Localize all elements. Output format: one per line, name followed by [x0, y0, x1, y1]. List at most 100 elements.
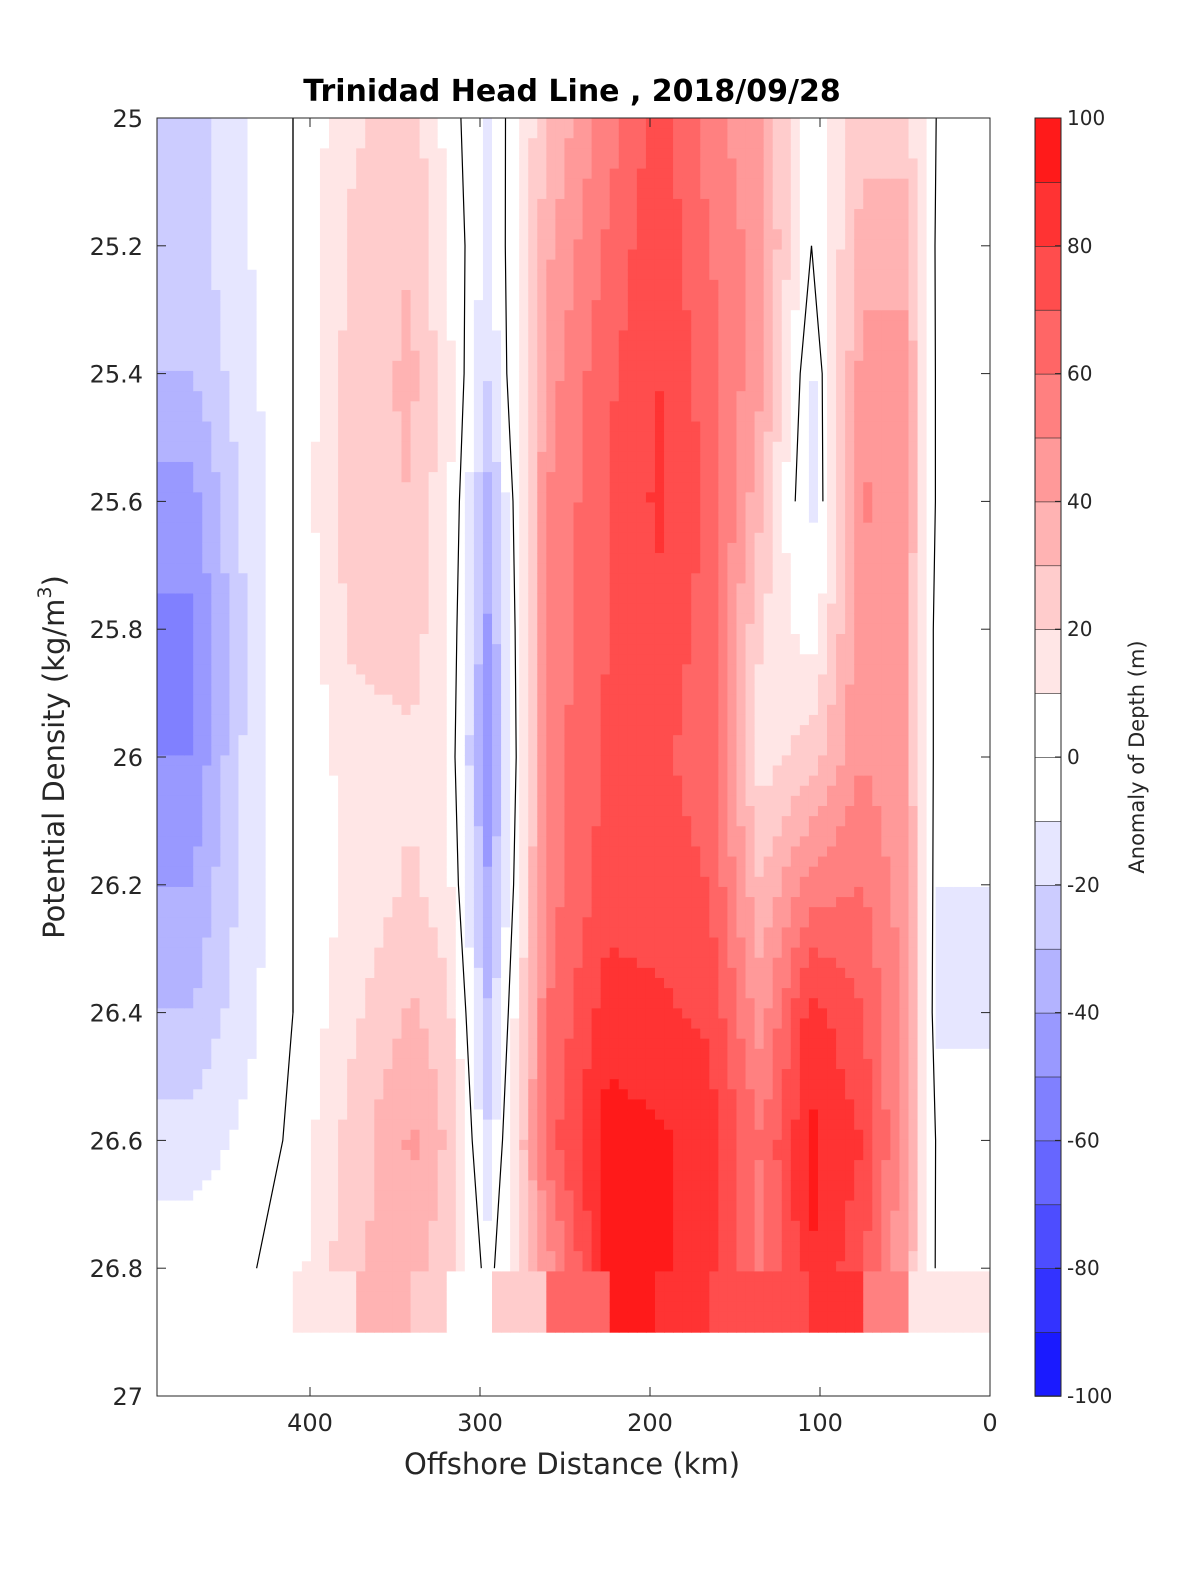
anomaly-cell [510, 451, 520, 463]
anomaly-cell [175, 998, 185, 1009]
anomaly-cell [202, 209, 212, 220]
anomaly-cell [464, 482, 475, 493]
anomaly-cell [157, 1220, 167, 1232]
anomaly-cell [184, 188, 194, 200]
anomaly-cell [220, 714, 231, 726]
anomaly-cell [338, 431, 348, 443]
anomaly-cell [437, 785, 448, 797]
anomaly-cell [283, 1170, 294, 1181]
anomaly-cell [510, 441, 520, 453]
anomaly-cell [265, 421, 276, 433]
anomaly-cell [157, 644, 167, 655]
anomaly-cell [428, 876, 439, 888]
anomaly-cell [519, 897, 529, 908]
anomaly-cell [401, 613, 412, 625]
anomaly-cell [220, 1271, 231, 1283]
anomaly-cell [365, 401, 375, 413]
anomaly-cell [419, 866, 430, 878]
anomaly-cell [365, 1281, 375, 1293]
anomaly-cell [374, 684, 384, 696]
anomaly-cell [329, 1241, 339, 1252]
anomaly-cell [319, 340, 330, 352]
anomaly-cell [211, 816, 221, 827]
anomaly-cell [383, 593, 394, 605]
anomaly-cell [501, 1190, 511, 1202]
anomaly-cell [392, 502, 403, 514]
anomaly-cell [519, 1241, 529, 1252]
anomaly-cell [501, 542, 511, 554]
anomaly-cell [392, 1251, 403, 1262]
anomaly-cell [211, 391, 221, 402]
anomaly-cell [184, 259, 194, 271]
anomaly-cell [202, 1261, 212, 1272]
anomaly-cell [428, 1251, 439, 1262]
anomaly-cell [365, 907, 375, 918]
anomaly-cell [193, 188, 203, 200]
anomaly-cell [356, 988, 366, 999]
anomaly-cell [501, 502, 511, 514]
anomaly-cell [157, 957, 167, 969]
anomaly-cell [464, 1048, 475, 1060]
anomaly-cell [184, 623, 194, 635]
anomaly-cell [329, 441, 339, 453]
anomaly-cell [446, 623, 457, 635]
anomaly-cell [419, 381, 430, 392]
anomaly-cell [247, 977, 258, 989]
anomaly-cell [247, 401, 258, 413]
anomaly-cell [166, 300, 176, 311]
anomaly-cell [356, 118, 366, 129]
anomaly-cell [265, 229, 276, 241]
anomaly-cell [274, 846, 285, 858]
anomaly-cell [292, 310, 303, 321]
anomaly-cell [310, 188, 321, 200]
anomaly-cell [383, 886, 394, 898]
anomaly-cell [247, 1220, 258, 1232]
anomaly-cell [338, 1139, 348, 1151]
anomaly-cell [401, 209, 412, 220]
anomaly-cell [220, 279, 231, 291]
anomaly-cell [202, 816, 212, 827]
anomaly-cell [455, 846, 466, 858]
anomaly-cell [329, 209, 339, 220]
anomaly-cell [265, 876, 276, 888]
anomaly-cell [374, 1271, 384, 1283]
anomaly-cell [473, 714, 484, 726]
anomaly-cell [501, 745, 511, 756]
anomaly-cell [501, 947, 511, 959]
anomaly-cell [347, 259, 357, 271]
anomaly-cell [220, 1028, 231, 1040]
anomaly-cell [157, 168, 167, 180]
anomaly-cell [510, 684, 520, 696]
anomaly-cell [356, 1170, 366, 1181]
anomaly-cell [175, 623, 185, 635]
anomaly-cell [510, 866, 520, 878]
anomaly-cell [319, 846, 330, 858]
anomaly-cell [464, 532, 475, 544]
anomaly-cell [238, 542, 249, 554]
anomaly-cell [211, 593, 221, 605]
anomaly-cell [482, 492, 493, 504]
anomaly-cell [319, 1038, 330, 1050]
anomaly-cell [473, 239, 484, 251]
anomaly-cell [501, 613, 511, 625]
anomaly-cell [229, 866, 240, 878]
anomaly-cell [528, 856, 538, 868]
anomaly-cell [283, 755, 294, 767]
anomaly-cell [428, 866, 439, 878]
anomaly-cell [356, 1200, 366, 1212]
anomaly-cell [238, 1321, 249, 1333]
anomaly-cell [464, 805, 475, 817]
anomaly-cell [310, 805, 321, 817]
anomaly-cell [446, 461, 457, 473]
anomaly-cell [356, 381, 366, 392]
anomaly-cell [383, 866, 394, 878]
anomaly-cell [428, 674, 439, 686]
anomaly-cell [401, 249, 412, 261]
anomaly-cell [256, 269, 267, 281]
anomaly-cell [175, 583, 185, 595]
anomaly-cell [292, 907, 303, 918]
anomaly-cell [292, 168, 303, 180]
anomaly-cell [437, 805, 448, 817]
anomaly-cell [184, 684, 194, 696]
